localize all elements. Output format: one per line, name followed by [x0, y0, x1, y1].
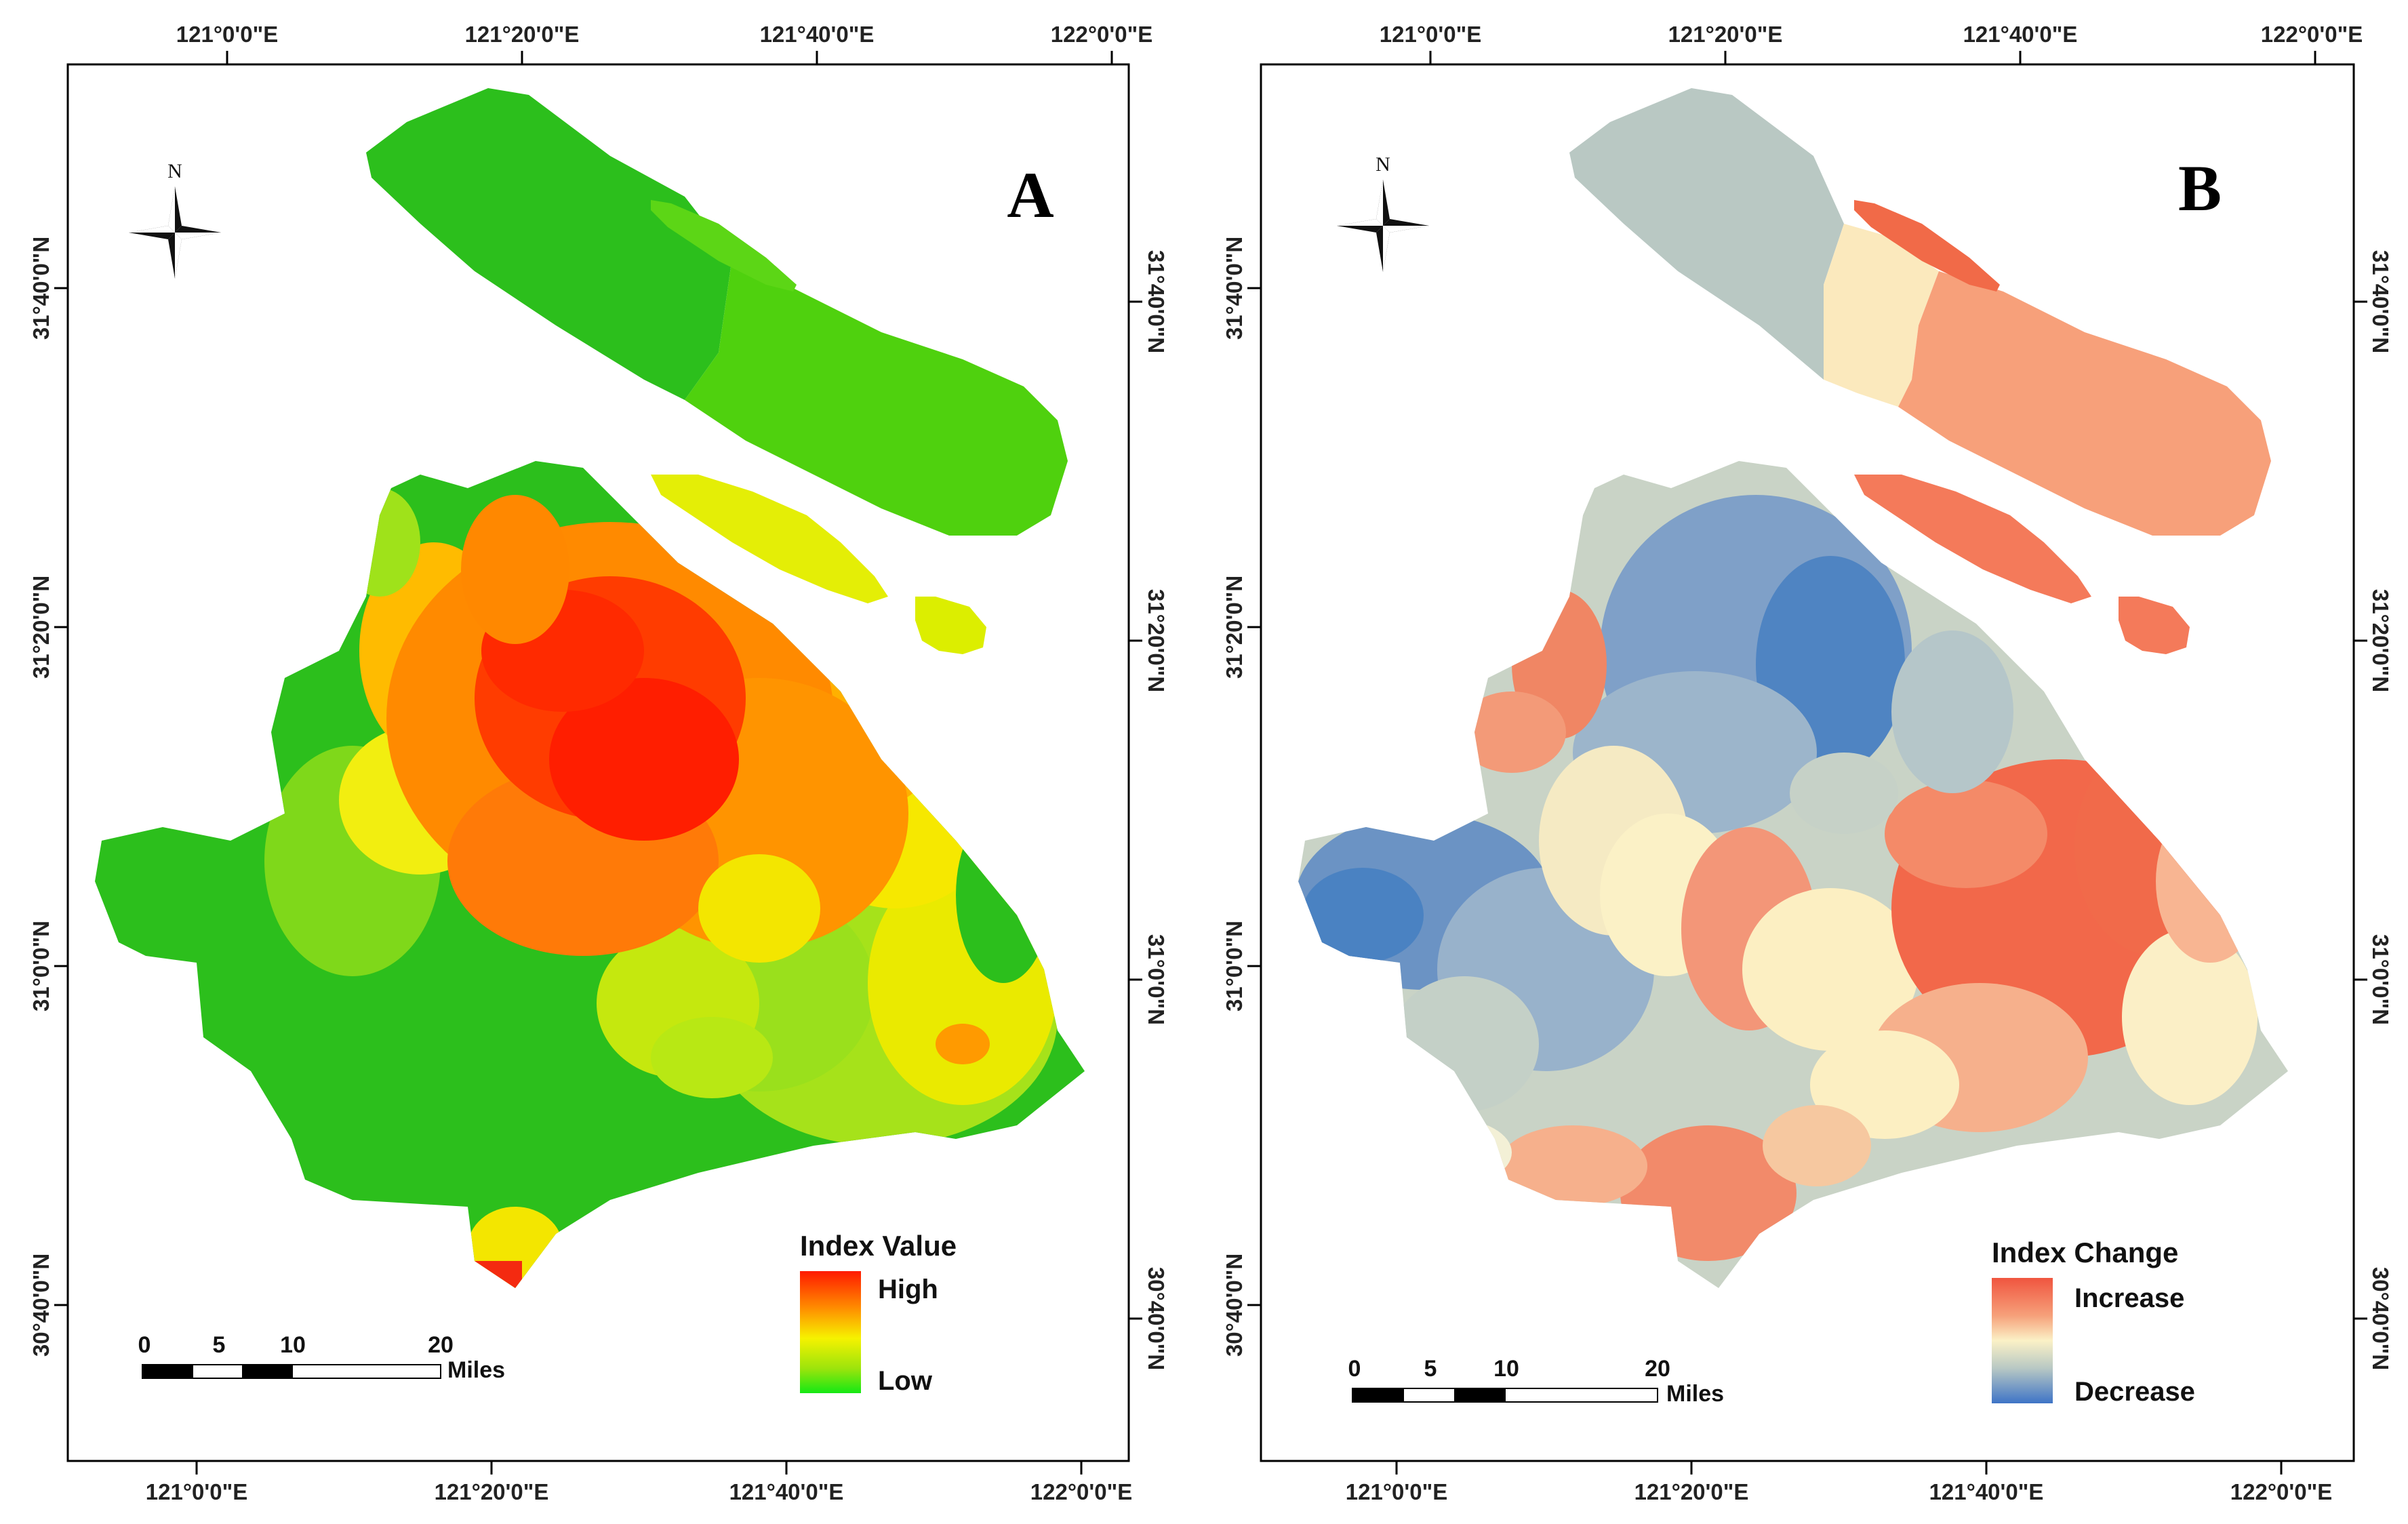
- panel-a-left-tick-3: 31°0'0"N: [28, 921, 54, 1011]
- panel-b-scale-20: 20: [1645, 1356, 1670, 1382]
- panel-a-bottom-tick-2: 121°20'0"E: [435, 1479, 549, 1504]
- panel-b-hengsha-island: [2119, 597, 2190, 654]
- panel-a-north-arrow-icon: N: [129, 160, 221, 279]
- panel-b-left-tick-3: 31°0'0"N: [1222, 921, 1247, 1011]
- panel-b-left-tick-4: 30°40'0"N: [1222, 1254, 1247, 1357]
- panel-a-left-tick-1: 31°40'0"N: [28, 237, 54, 340]
- panel-b-bottom-tick-2: 121°20'0"E: [1634, 1479, 1749, 1504]
- panel-a-scale-unit: Miles: [447, 1357, 505, 1383]
- panel-a-bottom-tick-4: 122°0'0"E: [1030, 1479, 1132, 1504]
- panel-a-bottom-tick-1: 121°0'0"E: [146, 1479, 247, 1504]
- panel-b-right-tick-4: 30°40'0"N: [2368, 1267, 2393, 1370]
- panel-b-north-arrow-icon: N: [1337, 153, 1429, 272]
- panel-a-scale-bar: 0 5 10 20 Miles: [138, 1332, 506, 1383]
- panel-b-chongming-island-west: [1569, 88, 1844, 380]
- panel-a-letter: A: [1007, 159, 1054, 231]
- panel-a-right-ticks: 31°40'0"N 31°20'0"N 31°0'0"N 30°40'0"N: [1129, 250, 1169, 1370]
- panel-b-top-ticks: 121°0'0"E 121°20'0"E 121°40'0"E 122°0'0"…: [1380, 22, 2363, 64]
- panel-b-bottom-tick-3: 121°40'0"E: [1929, 1479, 2044, 1504]
- panel-b-legend-colorbar: [1992, 1278, 2053, 1403]
- panel-b-bottom-tick-4: 122°0'0"E: [2230, 1479, 2332, 1504]
- panel-a-bottom-ticks: 121°0'0"E 121°20'0"E 121°40'0"E 122°0'0"…: [146, 1461, 1132, 1504]
- panel-a-top-ticks: 121°0'0"E 121°20'0"E 121°40'0"E 122°0'0"…: [176, 22, 1152, 64]
- panel-a-right-tick-4: 30°40'0"N: [1144, 1267, 1169, 1370]
- panel-b-scale-5: 5: [1424, 1356, 1437, 1382]
- panel-b-small-island-north: [1854, 200, 2000, 292]
- panel-a-right-tick-1: 31°40'0"N: [1144, 250, 1169, 353]
- panel-b-left-tick-1: 31°40'0"N: [1222, 237, 1247, 340]
- panel-b-legend-title: Index Change: [1992, 1237, 2178, 1268]
- panel-a-left-tick-2: 31°20'0"N: [28, 576, 54, 679]
- panel-a-small-island-north: [651, 200, 797, 292]
- panel-b-right-tick-2: 31°20'0"N: [2368, 589, 2393, 692]
- panel-b-mainland-patches: [1298, 495, 2264, 1261]
- panel-b-legend-decrease: Decrease: [2074, 1377, 2195, 1407]
- panel-a-changxing-island: [651, 475, 888, 603]
- panel-a-right-tick-3: 31°0'0"N: [1144, 934, 1169, 1025]
- panel-b: 121°0'0"E 121°20'0"E 121°40'0"E 122°0'0"…: [1222, 22, 2393, 1504]
- panel-a-left-tick-4: 30°40'0"N: [28, 1254, 54, 1357]
- panel-b-bottom-tick-1: 121°0'0"E: [1346, 1479, 1447, 1504]
- panel-a-right-tick-2: 31°20'0"N: [1144, 589, 1169, 692]
- panel-b-scale-0: 0: [1348, 1356, 1361, 1382]
- panel-a-top-tick-1: 121°0'0"E: [176, 22, 278, 47]
- panel-a-scale-20: 20: [428, 1332, 454, 1358]
- panel-b-letter: B: [2178, 152, 2222, 224]
- panel-a-legend-high: High: [878, 1275, 938, 1304]
- panel-b-left-tick-2: 31°20'0"N: [1222, 576, 1247, 679]
- panel-b-legend: Index Change Increase Decrease: [1992, 1237, 2195, 1407]
- panel-b-chongming-island-mid: [1824, 224, 1939, 407]
- panel-a-scale-10: 10: [280, 1332, 306, 1358]
- panel-b-legend-increase: Increase: [2074, 1283, 2184, 1313]
- panel-a-legend-low: Low: [878, 1366, 933, 1396]
- panel-b-right-tick-3: 31°0'0"N: [2368, 934, 2393, 1025]
- panel-a: 121°0'0"E 121°20'0"E 121°40'0"E 122°0'0"…: [28, 22, 1169, 1504]
- panel-a-legend-title: Index Value: [800, 1230, 957, 1262]
- panel-b-top-tick-4: 122°0'0"E: [2261, 22, 2363, 47]
- panel-a-north-label: N: [167, 160, 182, 182]
- panel-a-chongming-island-east: [685, 258, 1068, 536]
- panel-a-top-tick-4: 122°0'0"E: [1051, 22, 1152, 47]
- panel-a-left-ticks: 31°40'0"N 31°20'0"N 31°0'0"N 30°40'0"N: [28, 237, 68, 1357]
- panel-b-scale-unit: Miles: [1666, 1381, 1724, 1407]
- panel-b-bottom-ticks: 121°0'0"E 121°20'0"E 121°40'0"E 122°0'0"…: [1346, 1461, 2332, 1504]
- panel-b-scale-bar: 0 5 10 20 Miles: [1348, 1356, 1725, 1407]
- panel-b-top-tick-2: 121°20'0"E: [1668, 22, 1783, 47]
- panel-b-changxing-island: [1854, 475, 2091, 603]
- panel-b-top-tick-1: 121°0'0"E: [1380, 22, 1481, 47]
- panel-b-top-tick-3: 121°40'0"E: [1963, 22, 2078, 47]
- panel-b-right-tick-1: 31°40'0"N: [2368, 250, 2393, 353]
- panel-a-hengsha-island: [915, 597, 986, 654]
- panel-a-legend: Index Value High Low: [800, 1230, 957, 1396]
- panel-b-north-label: N: [1376, 153, 1390, 176]
- panel-a-scale-0: 0: [138, 1332, 151, 1358]
- panel-b-right-ticks: 31°40'0"N 31°20'0"N 31°0'0"N 30°40'0"N: [2354, 250, 2393, 1370]
- panel-a-top-tick-3: 121°40'0"E: [760, 22, 875, 47]
- panel-b-chongming-island-east: [1898, 271, 2271, 536]
- panel-a-legend-colorbar: [800, 1271, 861, 1393]
- panel-a-bottom-tick-3: 121°40'0"E: [729, 1479, 844, 1504]
- panel-a-chongming-island-west: [366, 88, 732, 400]
- panel-b-scale-10: 10: [1493, 1356, 1519, 1382]
- panel-a-scale-5: 5: [213, 1332, 226, 1358]
- panel-a-top-tick-2: 121°20'0"E: [465, 22, 580, 47]
- panel-b-left-ticks: 31°40'0"N 31°20'0"N 31°0'0"N 30°40'0"N: [1222, 237, 1261, 1357]
